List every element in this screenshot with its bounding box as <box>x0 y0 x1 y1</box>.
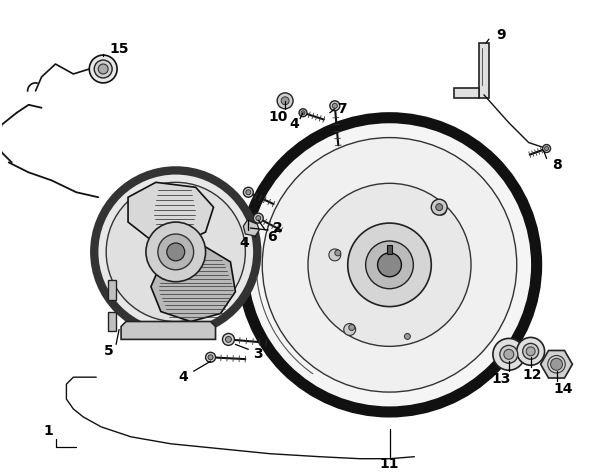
Circle shape <box>523 343 539 359</box>
Text: 6: 6 <box>267 230 277 244</box>
Circle shape <box>493 338 525 370</box>
Circle shape <box>94 60 112 78</box>
Text: 11: 11 <box>380 456 400 471</box>
Text: 13: 13 <box>491 372 511 386</box>
Circle shape <box>329 249 341 261</box>
Circle shape <box>344 323 356 335</box>
Circle shape <box>504 349 514 359</box>
Circle shape <box>308 183 471 346</box>
Text: 8: 8 <box>551 159 561 172</box>
Polygon shape <box>243 220 259 236</box>
Circle shape <box>330 101 340 111</box>
Polygon shape <box>128 182 214 244</box>
Polygon shape <box>540 351 572 378</box>
Text: 4: 4 <box>240 236 249 250</box>
Circle shape <box>242 118 537 412</box>
Circle shape <box>253 213 264 223</box>
Circle shape <box>245 222 256 232</box>
Circle shape <box>281 97 289 105</box>
Text: 12: 12 <box>523 368 542 382</box>
Circle shape <box>365 241 414 289</box>
Text: 14: 14 <box>554 382 573 396</box>
Circle shape <box>106 182 245 322</box>
Text: 5: 5 <box>104 344 114 358</box>
Circle shape <box>223 333 234 345</box>
Text: 15: 15 <box>109 42 129 56</box>
Text: 10: 10 <box>268 110 288 124</box>
Circle shape <box>543 144 551 152</box>
Circle shape <box>431 199 447 215</box>
Text: 2: 2 <box>273 221 283 235</box>
Polygon shape <box>151 247 235 322</box>
Circle shape <box>404 333 411 340</box>
Circle shape <box>517 337 545 365</box>
Polygon shape <box>108 312 116 332</box>
Circle shape <box>262 138 517 392</box>
Circle shape <box>256 216 260 220</box>
Text: 7: 7 <box>337 102 346 116</box>
Circle shape <box>551 358 562 370</box>
Polygon shape <box>454 88 479 98</box>
Circle shape <box>301 111 305 115</box>
Circle shape <box>246 190 251 195</box>
Circle shape <box>378 253 401 277</box>
Circle shape <box>349 324 354 331</box>
Circle shape <box>335 250 341 256</box>
Circle shape <box>158 234 193 270</box>
Circle shape <box>299 109 307 117</box>
Circle shape <box>277 93 293 109</box>
Circle shape <box>348 223 431 306</box>
Text: 1: 1 <box>44 424 54 438</box>
Circle shape <box>206 352 215 362</box>
Polygon shape <box>479 43 489 98</box>
Text: 4: 4 <box>179 370 188 384</box>
Circle shape <box>208 355 213 360</box>
Circle shape <box>98 64 108 74</box>
Polygon shape <box>121 322 215 340</box>
Circle shape <box>526 347 535 356</box>
Circle shape <box>332 103 337 108</box>
Circle shape <box>94 171 257 333</box>
Circle shape <box>436 205 446 215</box>
Circle shape <box>545 146 548 151</box>
Circle shape <box>89 55 117 83</box>
Circle shape <box>436 204 443 210</box>
Bar <box>387 245 392 254</box>
Circle shape <box>500 345 518 363</box>
Circle shape <box>226 336 231 342</box>
Circle shape <box>243 187 253 197</box>
Text: 3: 3 <box>254 347 263 361</box>
Text: 4: 4 <box>289 117 299 131</box>
Circle shape <box>167 243 185 261</box>
Circle shape <box>146 222 206 282</box>
Polygon shape <box>108 280 116 300</box>
Text: 9: 9 <box>496 28 506 42</box>
